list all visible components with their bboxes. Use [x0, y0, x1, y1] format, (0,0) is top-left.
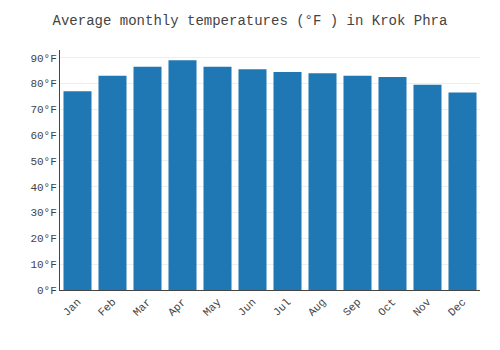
svg-text:Nov: Nov [411, 296, 434, 319]
svg-text:Dec: Dec [446, 296, 468, 318]
svg-text:10°F: 10°F [30, 259, 56, 271]
svg-text:Jun: Jun [236, 296, 258, 318]
svg-text:Apr: Apr [166, 296, 188, 318]
svg-text:Jul: Jul [271, 296, 293, 318]
svg-text:0°F: 0°F [37, 285, 57, 297]
svg-text:50°F: 50°F [30, 156, 56, 168]
svg-text:20°F: 20°F [30, 233, 56, 245]
svg-text:Mar: Mar [131, 296, 153, 318]
svg-text:Average monthly temperatures (: Average monthly temperatures (°F ) in Kr… [53, 13, 448, 29]
svg-text:70°F: 70°F [30, 104, 56, 116]
svg-text:Sep: Sep [341, 296, 363, 318]
svg-text:Oct: Oct [376, 296, 398, 318]
svg-text:30°F: 30°F [30, 207, 56, 219]
svg-text:60°F: 60°F [30, 130, 56, 142]
svg-text:Jan: Jan [61, 296, 83, 318]
svg-text:40°F: 40°F [30, 182, 56, 194]
svg-text:Aug: Aug [306, 296, 328, 318]
svg-text:80°F: 80°F [30, 78, 56, 90]
svg-text:Feb: Feb [96, 296, 118, 318]
svg-text:90°F: 90°F [30, 53, 56, 65]
svg-text:May: May [201, 296, 224, 319]
